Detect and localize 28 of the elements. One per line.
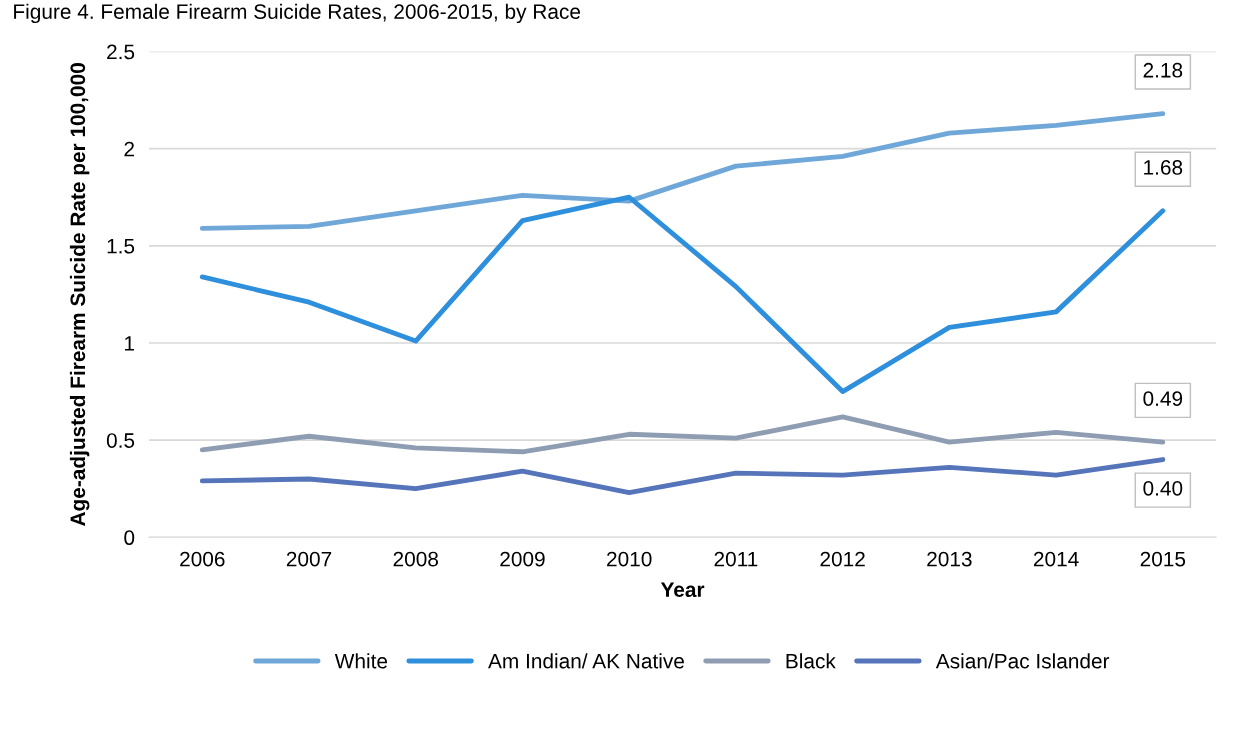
y-tick-label: 2	[124, 141, 134, 157]
x-tick-label: 2009	[500, 551, 545, 567]
data-label: 1.68	[1144, 160, 1183, 175]
x-axis-title: Year	[660, 582, 705, 597]
x-tick-label: 2011	[714, 551, 758, 567]
line-series	[199, 414, 1166, 455]
x-tick-label: 2014	[1033, 551, 1079, 567]
x-tick-label: 2007	[286, 551, 332, 567]
y-tick-label: 1.5	[107, 239, 135, 254]
data-label: 0.40	[1143, 480, 1183, 496]
legend-label: White	[334, 653, 388, 669]
y-tick-label: 0	[124, 530, 135, 546]
y-tick-label: 1	[125, 336, 135, 351]
legend-label: Asian/Pac Islander	[935, 653, 1110, 669]
x-tick-label: 2015	[1140, 551, 1186, 567]
x-tick-label: 2012	[820, 551, 865, 567]
data-label: 0.49	[1143, 391, 1183, 406]
x-tick-label: 2010	[607, 551, 652, 567]
x-tick-label: 2006	[180, 551, 225, 567]
x-tick-label: 2008	[393, 551, 438, 567]
x-tick-label: 2013	[927, 551, 972, 567]
y-axis-title: Age-adjusted Firearm Suicide Rate per 100,000	[69, 63, 90, 527]
data-label: 2.18	[1143, 62, 1183, 78]
legend-label: Black	[786, 653, 836, 669]
y-tick-label: 0.5	[106, 433, 135, 448]
chart-title: Figure 4. Female Firearm Suicide Rates, 2006-2015, by Race	[14, 3, 581, 24]
legend-label: Am Indian/ AK Native	[488, 653, 684, 669]
y-tick-label: 2.5	[107, 44, 135, 60]
